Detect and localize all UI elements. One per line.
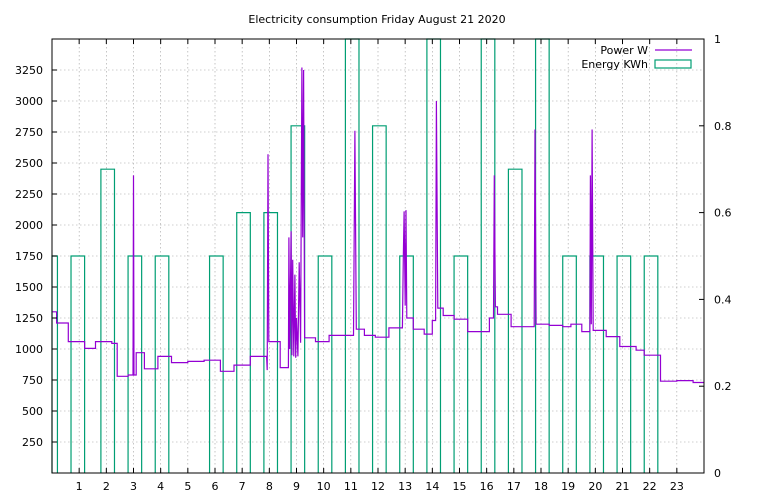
y2-tick-label: 0.4: [714, 293, 732, 306]
x-tick-label: 20: [588, 480, 602, 493]
x-tick-label: 22: [643, 480, 657, 493]
legend: Power W Energy KWh: [581, 44, 692, 71]
grid-lines: [52, 39, 704, 473]
energy-bar: [453, 255, 469, 473]
x-tick-label: 7: [239, 480, 246, 493]
y-axis-right: 0 0.2 0.4 0.6 0.8 1: [699, 33, 732, 480]
legend-power-label: Power W: [600, 44, 648, 57]
x-tick-label: 9: [293, 480, 300, 493]
x-tick-label: 3: [130, 480, 137, 493]
x-tick-label: 10: [317, 480, 331, 493]
y-tick-label: 2500: [15, 157, 43, 170]
y-tick-label: 500: [22, 405, 43, 418]
energy-bar: [236, 212, 251, 473]
x-tick-label: 1: [76, 480, 83, 493]
y2-tick-label: 0.2: [714, 380, 732, 393]
energy-bar: [534, 38, 550, 473]
x-tick-label: 8: [266, 480, 273, 493]
energy-bar: [127, 255, 143, 473]
y2-tick-label: 1: [714, 33, 721, 46]
x-tick-label: 14: [425, 480, 439, 493]
x-tick-label: 13: [398, 480, 412, 493]
y-tick-label: 1000: [15, 343, 43, 356]
y-tick-label: 2000: [15, 219, 43, 232]
y-tick-label: 1500: [15, 281, 43, 294]
energy-bar: [616, 255, 632, 473]
energy-bar: [643, 255, 659, 473]
energy-series: [51, 38, 659, 473]
y2-tick-label: 0.8: [714, 120, 732, 133]
x-tick-label: 23: [670, 480, 684, 493]
y-tick-label: 250: [22, 436, 43, 449]
x-tick-label: 2: [103, 480, 110, 493]
y-tick-label: 2750: [15, 126, 43, 139]
legend-energy-swatch: [654, 59, 692, 69]
energy-bar: [562, 255, 577, 473]
legend-energy-label: Energy KWh: [581, 58, 648, 71]
y-tick-label: 3000: [15, 95, 43, 108]
x-tick-label: 15: [453, 480, 467, 493]
x-tick-label: 12: [371, 480, 385, 493]
x-tick-label: 11: [344, 480, 358, 493]
x-tick-label: 4: [157, 480, 164, 493]
y-tick-label: 2250: [15, 188, 43, 201]
y-axis-left: 250 500 750 1000 1250 1500 1750 2000 2250 2500 275…: [15, 64, 57, 449]
x-tick-label: 5: [184, 480, 191, 493]
x-tick-label: 19: [561, 480, 575, 493]
energy-bar: [208, 255, 224, 473]
energy-bar: [154, 255, 170, 473]
y-tick-label: 3250: [15, 64, 43, 77]
energy-bar: [507, 168, 523, 473]
y2-tick-label: 0.6: [714, 207, 732, 220]
energy-bar: [100, 168, 116, 473]
x-axis: 1 2 3 4 5 6 7 8 9 10 11 12 13 14 15 16 17 18 19 20 21 22 23: [76, 39, 684, 493]
x-tick-label: 18: [534, 480, 548, 493]
energy-bar: [70, 255, 86, 473]
x-tick-label: 16: [480, 480, 494, 493]
energy-bar: [589, 255, 605, 473]
y-tick-label: 1250: [15, 312, 43, 325]
y2-tick-label: 0: [714, 467, 721, 480]
power-series-line: [52, 67, 704, 384]
energy-bar: [51, 255, 59, 473]
y-tick-label: 750: [22, 374, 43, 387]
energy-bar: [317, 255, 333, 473]
x-tick-label: 21: [616, 480, 630, 493]
x-tick-label: 17: [507, 480, 521, 493]
x-tick-label: 6: [212, 480, 219, 493]
energy-bar: [371, 125, 387, 473]
energy-bar: [263, 212, 279, 473]
y-tick-label: 1750: [15, 250, 43, 263]
chart-title: Electricity consumption Friday August 21…: [248, 13, 505, 26]
